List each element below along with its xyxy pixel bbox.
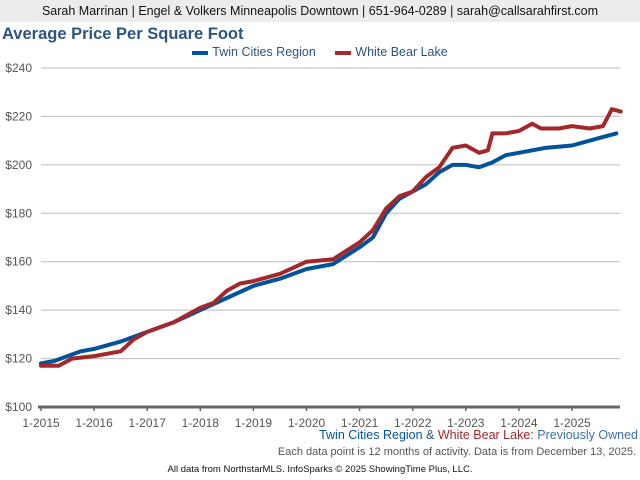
y-tick-label: $240 — [5, 61, 32, 75]
y-tick-label: $160 — [5, 255, 32, 269]
y-tick-label: $120 — [5, 352, 32, 366]
source-note: All data from NorthstarMLS. InfoSparks ©… — [167, 464, 473, 475]
legend-label: White Bear Lake — [355, 45, 448, 59]
series-line-twin-cities-region — [39, 131, 619, 366]
chart-title: Average Price Per Square Foot — [2, 25, 244, 43]
y-tick-label: $220 — [5, 109, 32, 123]
x-tick-label: 1-2019 — [235, 416, 273, 430]
x-tick-label: 1-2015 — [22, 416, 60, 430]
x-tick-label: 1-2017 — [129, 416, 167, 430]
data-note: Each data point is 12 months of activity… — [277, 446, 636, 458]
legend-swatch — [192, 50, 209, 55]
y-tick-label: $140 — [5, 303, 32, 317]
x-tick-label: 1-2025 — [553, 416, 591, 430]
legend-item-twin-cities: Twin Cities Region — [192, 45, 316, 59]
footer-legend: Twin Cities Region & White Bear Lake: Pr… — [319, 428, 638, 442]
footer-region-2: White Bear Lake — [437, 428, 531, 442]
x-tick-label: 1-2020 — [288, 416, 326, 430]
x-tick-label: 1-2021 — [341, 416, 379, 430]
y-tick-label: $200 — [5, 158, 32, 172]
x-tick-label: 1-2023 — [447, 416, 485, 430]
footer-amp: & — [422, 428, 438, 442]
x-tick-label: 1-2016 — [75, 416, 113, 430]
x-tick-label: 1-2018 — [182, 416, 220, 430]
footer-property-type: Previously Owned — [537, 428, 638, 442]
y-tick-label: $100 — [5, 400, 32, 414]
agent-contact-header: Sarah Marrinan | Engel & Volkers Minneap… — [0, 0, 640, 22]
y-tick-label: $180 — [5, 206, 32, 220]
x-tick-label: 1-2024 — [500, 416, 538, 430]
legend-label: Twin Cities Region — [212, 45, 316, 59]
legend-swatch — [335, 50, 352, 55]
series-line-white-bear-lake — [39, 107, 623, 368]
legend-item-white-bear-lake: White Bear Lake — [335, 45, 448, 59]
legend: Twin Cities Region White Bear Lake — [0, 45, 640, 59]
footer-colon: : — [530, 428, 538, 442]
footer-region-1: Twin Cities Region — [319, 428, 423, 442]
x-tick-label: 1-2022 — [394, 416, 432, 430]
